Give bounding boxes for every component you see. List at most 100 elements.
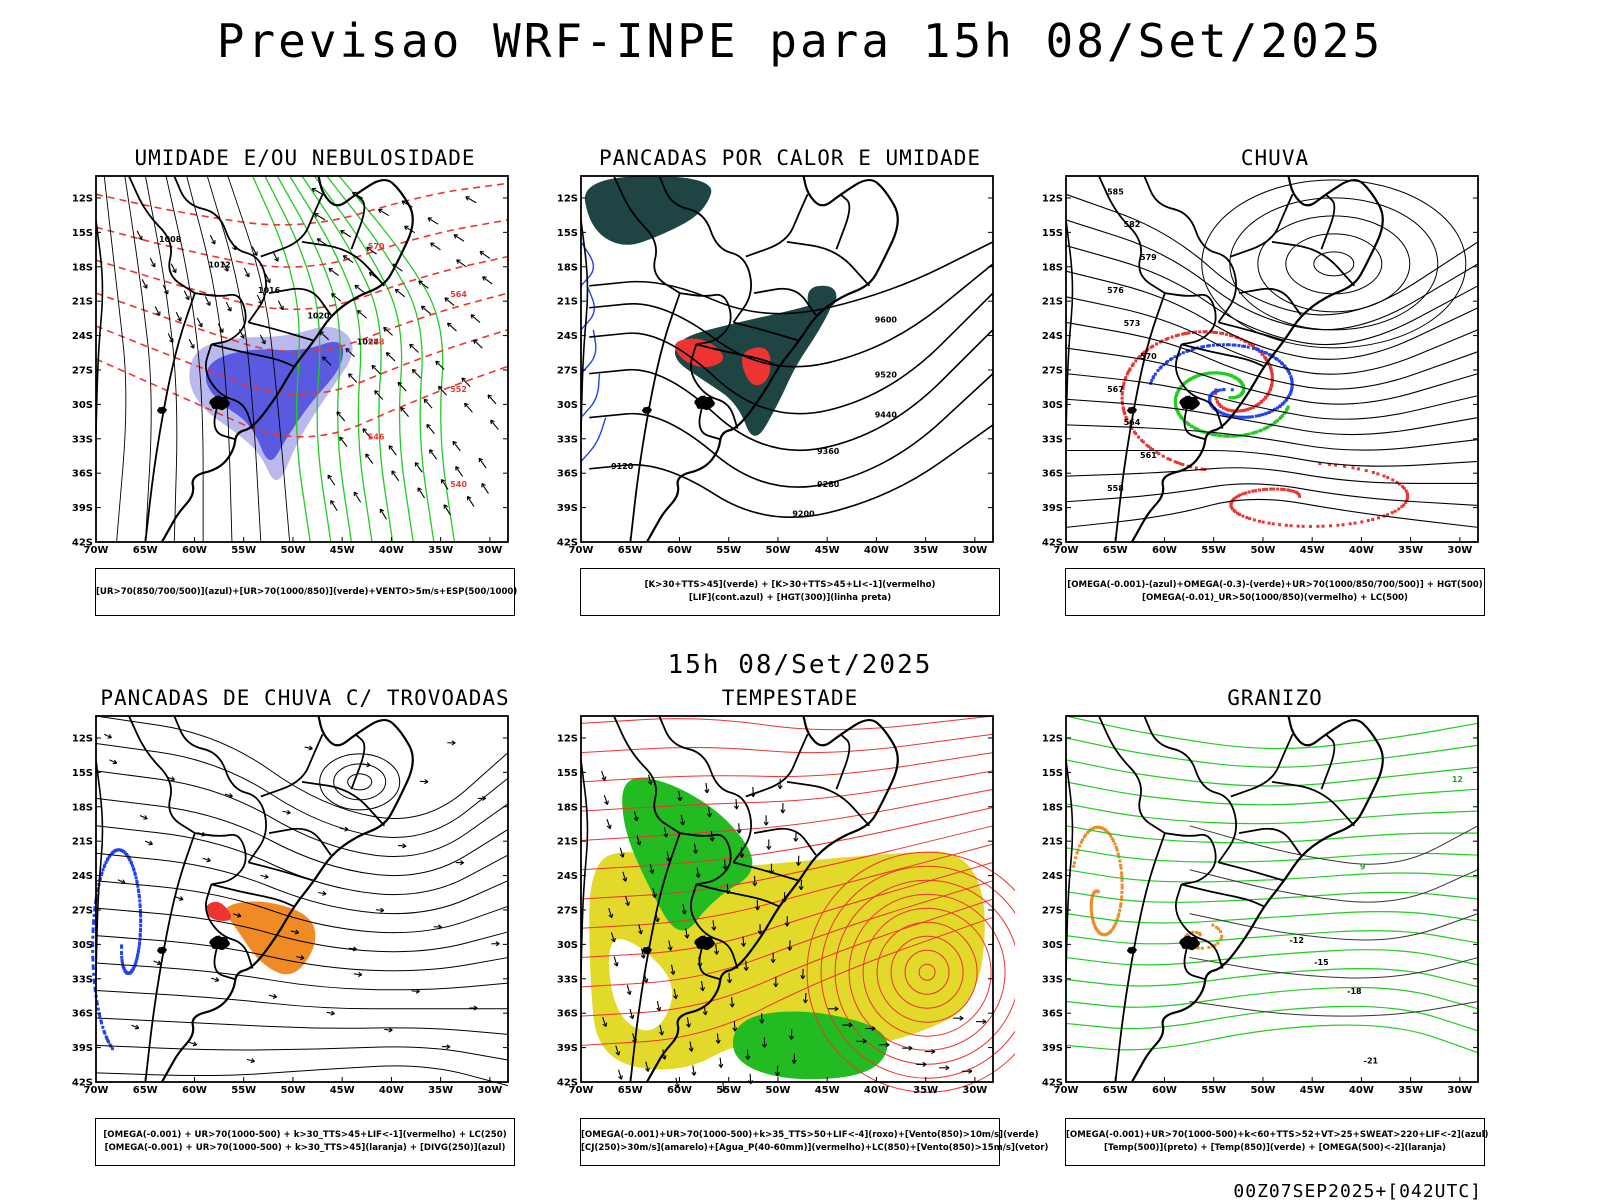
omega-orange-speck [1120,871,1123,874]
legend-umidade: [UR>70(850/700/500)](azul)+[UR>70(1000/8… [95,568,515,616]
temperature-label: -21 [1364,1057,1379,1066]
rain-blue-speck [1238,416,1241,419]
divergence-blue-speck [120,952,123,955]
geopotential-label: 576 [1107,286,1124,295]
height-label: 9120 [611,462,634,471]
rain-red-speck [1309,525,1312,528]
rain-green-speck [1264,427,1267,430]
lon-label: 30W [962,545,987,556]
rain-blue-speck [1274,357,1277,360]
rain-green-speck [1224,435,1227,438]
omega-orange-speck [1121,883,1124,886]
lon-label: 45W [330,545,355,556]
lat-label: 24S [72,871,93,882]
lat-label: 24S [1042,871,1063,882]
lat-label: 21S [557,297,578,308]
rain-blue-speck [1232,343,1235,346]
lon-label: 50W [280,1085,305,1096]
rain-blue-speck [1268,410,1271,413]
rain-red-speck [1372,471,1375,474]
lat-label: 30S [72,940,93,951]
rain-red-speck [1391,478,1394,481]
rain-blue-speck [1219,411,1222,414]
lon-label: 35W [913,1085,938,1096]
lat-label: 12S [1042,193,1063,204]
rain-green-speck [1230,374,1233,377]
rain-red-speck [1280,488,1283,491]
rain-red-speck [1147,445,1150,448]
rain-red-speck [1228,409,1231,412]
rain-green-speck [1186,422,1189,425]
omega-orange-speck [1093,890,1096,893]
rain-red-speck [1376,472,1379,475]
rain-green-speck [1240,392,1243,395]
omega-orange-speck [1090,904,1093,907]
rain-red-speck [1254,489,1257,492]
panel-title-chuva: CHUVA [1065,146,1485,170]
lat-label: 39S [557,1043,578,1054]
lat-label: 27S [557,365,578,376]
temperature-label: -15 [1314,958,1329,967]
rain-red-speck [1195,467,1198,470]
lat-label: 30S [557,940,578,951]
divergence-blue-speck [103,865,106,868]
rain-red-speck [1352,466,1355,469]
rain-red-speck [1232,509,1235,512]
rain-red-speck [1142,441,1145,444]
lat-label: 21S [557,837,578,848]
rain-red-speck [1246,408,1249,411]
rain-red-speck [1219,332,1222,335]
omega-orange-speck [1120,891,1123,894]
rain-red-speck [1322,525,1325,528]
rain-green-speck [1194,427,1197,430]
rain-red-speck [1265,488,1268,491]
rain-red-speck [1382,475,1385,478]
omega-orange-speck [1114,923,1117,926]
omega-orange-speck [1084,833,1087,836]
lon-label: 30W [962,1085,987,1096]
rain-blue-speck [1191,348,1194,351]
rain-green-speck [1223,372,1226,375]
rain-blue-speck [1216,389,1219,392]
rain-green-speck [1218,372,1221,375]
rain-red-speck [1329,524,1332,527]
rain-green-speck [1174,399,1177,402]
lat-label: 18S [557,262,578,273]
rain-green-speck [1174,404,1177,407]
lon-label: 55W [231,1085,256,1096]
omega-orange-speck [1073,861,1076,864]
divergence-blue-speck [101,1026,104,1029]
rain-red-speck [1181,333,1184,336]
plot-background [1066,176,1478,542]
lon-label: 40W [864,1085,889,1096]
rain-blue-speck [1248,415,1251,418]
legend-line: [UR>70(850/700/500)](azul)+[UR>70(1000/8… [96,586,514,599]
rain-red-speck [1406,497,1409,500]
lon-label: 35W [913,545,938,556]
rain-blue-speck [1283,364,1286,367]
rain-red-speck [1198,330,1201,333]
lat-label: 33S [72,974,93,985]
rain-red-speck [1175,334,1178,337]
rain-red-speck [1122,408,1125,411]
omega-orange-speck [1118,909,1121,912]
lat-label: 15S [72,228,93,239]
geopotential-label: 573 [1124,319,1141,328]
lat-label: 12S [72,193,93,204]
divergence-blue-speck [92,967,95,970]
lat-label: 39S [72,503,93,514]
rain-red-speck [1150,346,1153,349]
legend-line: [K>30+TTS>45](verde) + [K>30+TTS>45+LI<-… [581,579,999,592]
lon-label: 60W [667,1085,692,1096]
lon-label: 70W [569,1085,594,1096]
divergence-blue-speck [125,971,128,974]
legend-line: [OMEGA(-0.001)+UR>70(1000-500)+k>35_TTS>… [581,1129,999,1142]
rain-blue-speck [1241,345,1244,348]
lat-label: 18S [72,262,93,273]
rain-red-speck [1386,513,1389,516]
lat-label: 27S [1042,905,1063,916]
height-label: 9440 [875,411,898,420]
lon-label: 50W [765,545,790,556]
lat-label: 33S [1042,434,1063,445]
